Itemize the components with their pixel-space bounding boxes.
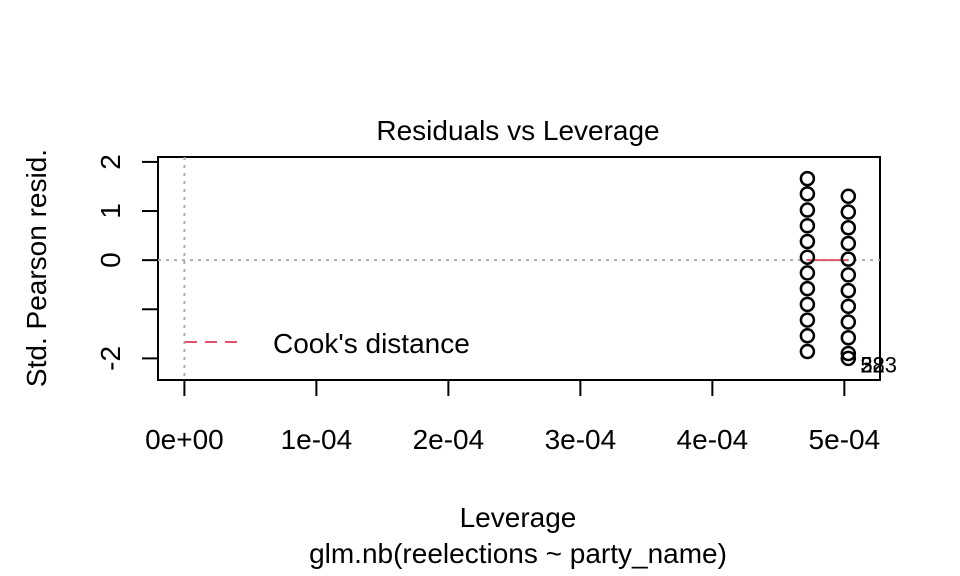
- data-point: [799, 249, 816, 265]
- x-axis-label: Leverage: [460, 502, 577, 533]
- chart-title: Residuals vs Leverage: [376, 115, 659, 146]
- data-point: [840, 345, 857, 362]
- x-tick-label: 0e+00: [145, 424, 224, 455]
- data-point: [840, 267, 857, 283]
- y-axis: -2 0 1 2: [95, 154, 159, 371]
- data-point: [840, 350, 857, 367]
- data-point: [840, 298, 857, 315]
- data-point: [840, 251, 857, 267]
- x-axis-subtitle: glm.nb(reelections ~ party_name): [309, 538, 727, 569]
- x-tick-label: 3e-04: [545, 424, 617, 455]
- legend: Cook's distance: [185, 328, 470, 359]
- data-point: [840, 314, 857, 330]
- data-point: [799, 296, 816, 313]
- y-tick-label: -2: [95, 346, 126, 371]
- x-tick-label: 4e-04: [677, 424, 749, 455]
- data-point: [799, 312, 816, 328]
- point-label: 28: [860, 352, 884, 377]
- plot-frame: [157, 156, 881, 381]
- reference-lines: [158, 157, 880, 380]
- data-point: [799, 202, 816, 218]
- data-points: [799, 170, 857, 367]
- data-point: [799, 328, 816, 344]
- point-label: 52: [860, 352, 884, 377]
- data-point: [840, 235, 857, 252]
- data-point: [840, 204, 857, 220]
- x-axis: 0e+00 1e-04 2e-04 3e-04 4e-04 5e-04: [145, 379, 881, 455]
- data-point: [840, 219, 857, 236]
- data-point: [840, 282, 857, 299]
- data-point: [799, 280, 816, 297]
- y-axis-label: Std. Pearson resid.: [21, 149, 52, 387]
- data-point: [799, 343, 816, 360]
- data-point: [799, 170, 816, 187]
- data-point: [799, 233, 816, 250]
- data-point: [799, 265, 816, 281]
- x-tick-label: 1e-04: [281, 424, 353, 455]
- y-tick-label: 1: [95, 203, 126, 219]
- data-point: [799, 218, 816, 234]
- data-point: [840, 188, 857, 205]
- data-point: [840, 330, 857, 346]
- x-tick-label: 2e-04: [413, 424, 485, 455]
- y-tick-label: 0: [95, 252, 126, 268]
- legend-label: Cook's distance: [273, 328, 470, 359]
- x-tick-label: 5e-04: [809, 424, 881, 455]
- data-point: [799, 186, 816, 202]
- y-tick-label: 2: [95, 154, 126, 170]
- point-label: 323: [860, 352, 897, 377]
